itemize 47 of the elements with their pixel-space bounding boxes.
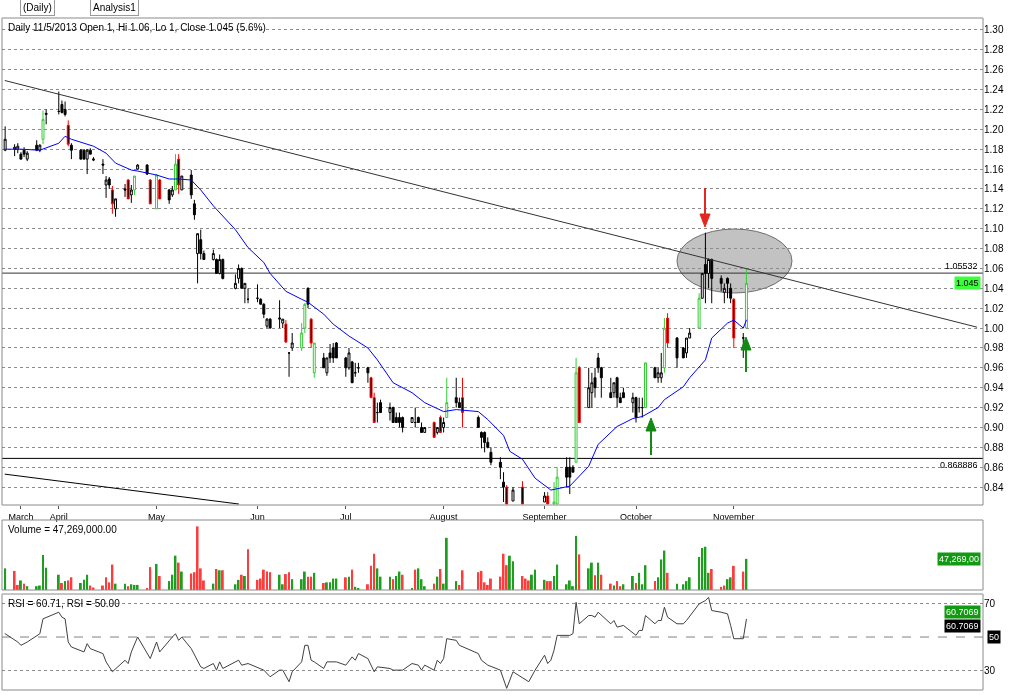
y-tick-label: 1.20 — [984, 123, 1004, 135]
annotation: 60.7069 — [946, 621, 979, 631]
x-tick-label: October — [620, 511, 653, 522]
y-tick-label: 70 — [984, 598, 996, 610]
y-tick-label: 0.86 — [984, 461, 1004, 473]
x-tick-label: August — [429, 511, 459, 522]
y-tick-label: 0.84 — [984, 481, 1004, 493]
y-tick-label: 1.02 — [984, 302, 1004, 314]
y-tick-label: 0.90 — [984, 421, 1004, 433]
y-tick-label: 1.16 — [984, 163, 1004, 175]
y-tick-label: 1.24 — [984, 84, 1004, 96]
annotation: 1.045 — [956, 278, 979, 288]
x-tick-label: September — [522, 511, 567, 522]
text: (Daily) — [23, 2, 52, 13]
y-tick-label: 1.04 — [984, 282, 1004, 294]
x-tick-label: March — [8, 511, 34, 522]
x-tick-label: May — [148, 511, 166, 522]
chart-title: Daily 11/5/2013 Open 1, Hi 1.06, Lo 1, Close 1.045 (5.6%) — [8, 22, 266, 33]
y-tick-label: 1.26 — [984, 64, 1004, 76]
x-tick-label: Jul — [340, 511, 352, 522]
ref-line-label: 50 — [989, 632, 1000, 642]
y-tick-label: 1.10 — [984, 223, 1004, 235]
y-tick-label: 0.94 — [984, 382, 1004, 394]
ref-line-label: 0.868886 — [940, 460, 978, 470]
text: Analysis1 — [93, 2, 137, 13]
y-tick-label: 1.12 — [984, 203, 1004, 215]
y-tick-label: 1.00 — [984, 322, 1004, 334]
y-tick-label: 1.14 — [984, 183, 1004, 195]
y-tick-label: 0.92 — [984, 402, 1004, 414]
annotation: 60.7069 — [946, 607, 979, 617]
chart-title: RSI = 60.71, RSI = 50.00 — [8, 598, 121, 609]
chart-title: Volume = 47,269,000.00 — [8, 524, 118, 535]
y-tick-label: 1.08 — [984, 243, 1004, 255]
y-tick-label: 1.22 — [984, 103, 1004, 115]
y-tick-label: 1.28 — [984, 44, 1004, 56]
x-tick-label: April — [49, 511, 68, 522]
y-tick-label: 30 — [984, 664, 996, 676]
x-tick-label: Jun — [250, 511, 265, 522]
y-tick-label: 1.18 — [984, 143, 1004, 155]
y-tick-label: 0.98 — [984, 342, 1004, 354]
y-tick-label: 0.96 — [984, 362, 1004, 374]
y-tick-label: 0.88 — [984, 441, 1004, 453]
y-tick-label: 1.30 — [984, 24, 1004, 36]
annotation: 47,269,00 — [939, 554, 980, 564]
y-tick-label: 1.06 — [984, 262, 1004, 274]
x-tick-label: November — [713, 511, 755, 522]
ref-line-label: 1.05532 — [945, 261, 978, 271]
